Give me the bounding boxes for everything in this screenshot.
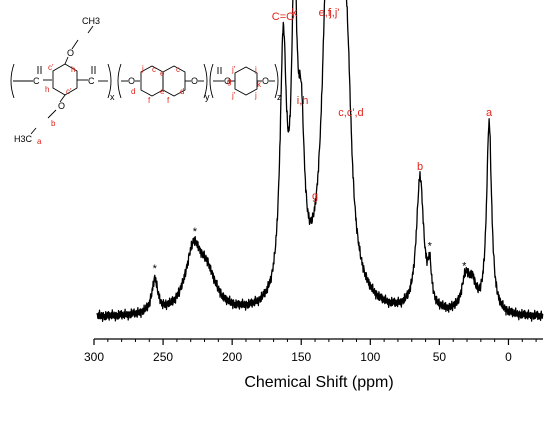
- structure-atom: H3C: [14, 134, 33, 144]
- x-axis-title: Chemical Shift (ppm): [244, 374, 393, 391]
- structure-atom: O: [58, 101, 65, 111]
- peak-annotation: C=O: [272, 11, 295, 23]
- structure-label: f: [148, 96, 151, 105]
- structure-label: d: [180, 87, 184, 96]
- naphthalene-ring-b: [162, 65, 186, 97]
- structure-bracket: [203, 63, 208, 99]
- structure-atom: O: [262, 76, 269, 86]
- structure-atom: O: [191, 76, 198, 86]
- peak-annotation: k: [292, 7, 298, 19]
- peak-annotations: **C=Oki,hge,fj,j'c,c',db**a: [153, 7, 493, 275]
- x-tick-label: 150: [291, 350, 311, 364]
- structure-label: a: [37, 137, 42, 146]
- peak-annotation: g: [312, 190, 318, 202]
- x-tick-label: 200: [222, 350, 242, 364]
- x-tick-label: 0: [505, 350, 512, 364]
- structure-label: j: [254, 91, 257, 100]
- structure-label: d: [131, 87, 135, 96]
- structure-atom: O: [224, 76, 231, 86]
- structure-bracket: [10, 63, 15, 99]
- polymer-structure: [10, 25, 279, 135]
- subscript-y: y: [205, 92, 210, 102]
- peak-annotation: j,j': [328, 7, 339, 19]
- structure-label: h: [45, 85, 49, 94]
- benzene-ring-3: [234, 66, 258, 96]
- peak-annotation: *: [153, 263, 158, 275]
- peak-annotation: c,c',d: [338, 107, 363, 119]
- structure-label: h: [71, 65, 75, 74]
- x-tick-label: 100: [360, 350, 380, 364]
- subscript-z: z: [277, 92, 282, 102]
- structure-label: k: [257, 80, 262, 89]
- peak-annotation: b: [417, 161, 423, 173]
- structure-label: j: [254, 65, 257, 74]
- structure-label: c': [48, 63, 54, 72]
- structure-label: g: [227, 77, 231, 86]
- structure-label: c: [152, 65, 156, 74]
- peak-annotation: *: [428, 241, 433, 253]
- peak-annotation: a: [486, 107, 493, 119]
- peak-annotation: e,f: [319, 7, 332, 19]
- peak-annotation: *: [462, 261, 467, 273]
- structure-atom: O: [67, 48, 74, 58]
- subscript-x: x: [110, 92, 115, 102]
- structure-bracket: [107, 63, 112, 99]
- structure-label: e: [160, 87, 165, 96]
- structure-atom: C: [33, 76, 40, 86]
- structure-atom: O: [128, 76, 135, 86]
- structure-label: c': [66, 87, 72, 96]
- structure-label: f: [167, 96, 170, 105]
- structure-bracket: [274, 63, 279, 99]
- structure-label: j': [231, 65, 236, 74]
- x-tick-label: 250: [153, 350, 173, 364]
- structure-bracket: [117, 63, 122, 99]
- structure-label: b: [51, 119, 56, 128]
- structure-label: e: [160, 69, 165, 78]
- structure-atom: CH3: [82, 16, 100, 26]
- polymer-structure-labels: C C O O O O O O H3C CH3 x y z c' h c' h …: [14, 16, 282, 146]
- spectrum-line: [96, 0, 544, 322]
- x-tick-label: 50: [433, 350, 447, 364]
- peak-annotation: i,h: [297, 95, 309, 107]
- structure-atom: C: [88, 76, 95, 86]
- structure-label: j: [141, 64, 144, 73]
- structure-bracket: [209, 63, 214, 99]
- structure-label: j': [231, 91, 236, 100]
- x-tick-label: 300: [84, 350, 104, 364]
- structure-label: c: [176, 65, 180, 74]
- x-axis-ticks: 300 250 200 150 100 50 0: [84, 339, 537, 364]
- peak-annotation: *: [193, 226, 198, 238]
